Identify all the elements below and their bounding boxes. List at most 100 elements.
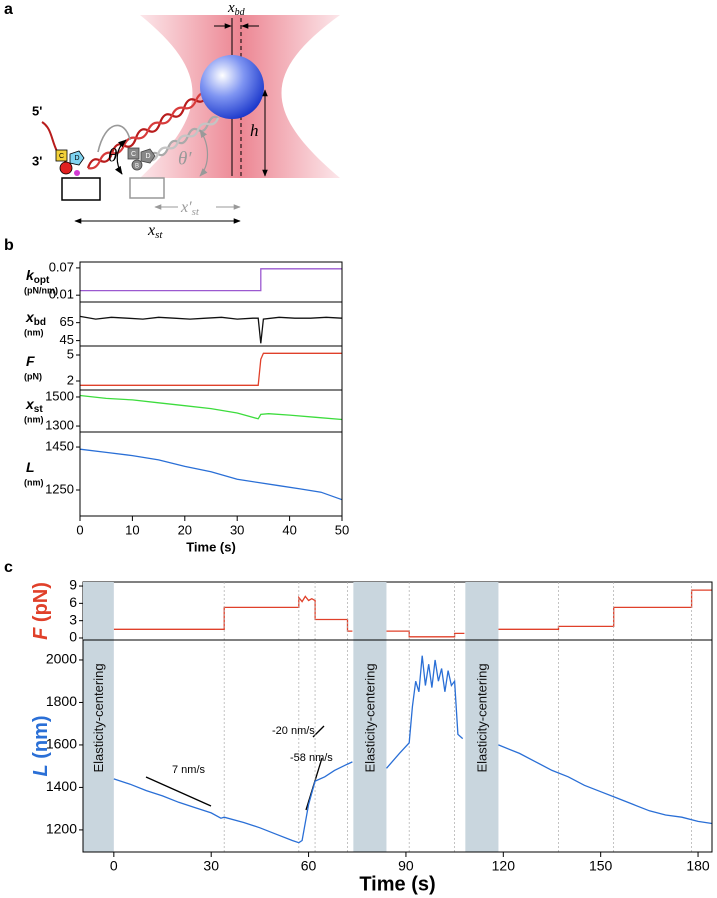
x-bd-label: xbd	[227, 0, 246, 18]
plot-frame	[79, 301, 343, 347]
y-axis-unit: (nm)	[30, 715, 52, 758]
shaded-band	[465, 582, 499, 852]
trace	[79, 448, 343, 501]
x-tick-label: 50	[335, 522, 349, 537]
y-axis-symbol: x	[25, 309, 35, 325]
y-tick-label: 1800	[46, 693, 77, 709]
shaded-band	[83, 582, 114, 852]
annotation: -58 nm/s	[290, 752, 333, 764]
y-tick-label: 1300	[45, 417, 74, 432]
x-tick-label: 40	[282, 522, 296, 537]
y-tick-label: 1400	[46, 778, 77, 794]
y-axis-title: kopt	[26, 267, 50, 286]
y-axis-symbol: F	[30, 627, 52, 640]
x-tick-label: 0	[76, 522, 83, 537]
trace	[79, 315, 343, 344]
dna-loop	[97, 124, 131, 153]
y-tick-label: 1500	[45, 388, 74, 403]
y-tick-label: 5	[67, 346, 74, 361]
x-tick-label: 20	[178, 522, 192, 537]
y-axis-title: F (pN)	[30, 582, 52, 640]
protein-ghost	[131, 159, 143, 171]
x-st-prime-label: x′st	[180, 199, 200, 218]
dna-strand-ghost	[146, 115, 219, 161]
panel-label: a	[4, 1, 13, 18]
y-tick-label: 1250	[45, 481, 74, 496]
protein	[69, 150, 85, 166]
y-axis-title: xbd	[25, 309, 46, 328]
y-tick-label: 65	[60, 314, 74, 329]
theta-label: θ	[108, 145, 117, 166]
h-label: h	[250, 121, 259, 140]
y-axis-sub: opt	[34, 275, 50, 286]
x-tick-label: 120	[492, 858, 516, 874]
surface-block	[61, 177, 101, 201]
x-tick-label: 10	[125, 522, 139, 537]
band-label: Elasticity-centering	[362, 663, 377, 772]
protein	[59, 161, 73, 175]
trace	[113, 589, 712, 638]
panel-label: c	[4, 559, 13, 576]
protein-letter: D	[145, 153, 150, 160]
x-tick-label: 0	[110, 858, 118, 874]
y-tick-label: 2000	[46, 651, 77, 667]
y-tick-label: 0	[69, 629, 77, 645]
x-tick-label: 180	[686, 858, 710, 874]
y-tick-label: 9	[69, 577, 77, 593]
y-axis-unit: (pN)	[24, 371, 42, 381]
x-tick-label: 60	[301, 858, 317, 874]
shaded-band	[353, 582, 387, 852]
plot-frame	[79, 431, 343, 517]
y-axis-title: L (nm)	[30, 715, 52, 776]
y-axis-unit: (nm)	[24, 414, 44, 424]
y-tick-label: 0.01	[49, 287, 74, 302]
x-tick-label: 90	[398, 858, 414, 874]
protein	[74, 170, 80, 176]
y-axis-symbol: x	[25, 396, 35, 412]
trace	[79, 394, 343, 421]
x-tick-label: 30	[203, 858, 219, 874]
y-tick-label: 2	[67, 372, 74, 387]
y-axis-symbol: L	[26, 459, 35, 475]
y-axis-symbol: F	[26, 353, 35, 369]
y-axis-title: L	[26, 459, 35, 475]
y-tick-label: 1600	[46, 736, 77, 752]
trace	[113, 655, 713, 844]
angle-arrow-ghost	[199, 129, 209, 177]
x-tick-label: 150	[589, 858, 613, 874]
slope-line	[145, 776, 212, 807]
y-axis-sub: bd	[34, 317, 46, 328]
trace	[80, 268, 342, 292]
protein	[55, 149, 68, 162]
diagram: xbd h 5' 3' C D C D B θ θ′ x′st xst	[32, 0, 340, 241]
three-prime-label: 3'	[32, 153, 42, 168]
y-tick-label: 3	[69, 611, 77, 627]
protein-letter: B	[135, 164, 139, 170]
protein-letter: C	[131, 151, 136, 158]
y-tick-label: 0.07	[49, 259, 74, 274]
panel-label: b	[4, 237, 14, 254]
plot-frame	[79, 345, 343, 391]
angle-arrow	[115, 139, 127, 175]
y-tick-label: 45	[60, 332, 74, 347]
y-tick-label: 1200	[46, 821, 77, 837]
protein-letter: C	[59, 153, 64, 160]
y-axis-symbol: k	[26, 267, 35, 283]
five-prime-label: 5'	[32, 103, 42, 118]
plot-frame	[79, 261, 343, 303]
y-axis-unit: (pN/nm)	[24, 285, 58, 295]
annotation: 7 nm/s	[172, 764, 206, 776]
y-axis-title: F	[26, 353, 35, 369]
theta-prime-label: θ′	[178, 148, 192, 169]
protein-ghost	[127, 147, 140, 160]
y-axis-unit: (pN)	[30, 582, 52, 622]
x-axis-title: Time (s)	[359, 873, 435, 895]
bead	[200, 55, 264, 119]
y-axis-title: xst	[25, 396, 43, 415]
protein-ghost	[140, 148, 156, 164]
annotation: -20 nm/s	[272, 725, 315, 737]
y-tick-label: 6	[69, 594, 77, 610]
y-axis-sub: st	[34, 404, 44, 415]
surface-block-ghost	[129, 177, 165, 199]
